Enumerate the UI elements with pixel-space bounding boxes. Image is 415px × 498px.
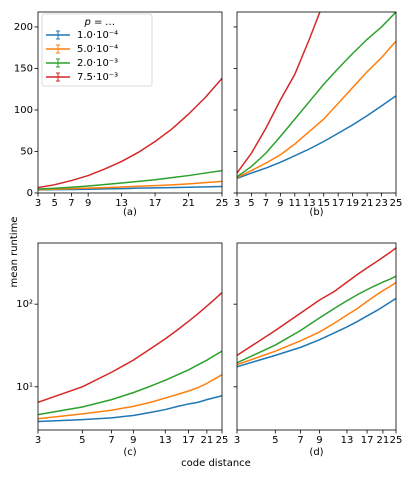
x-tick-label: 7 [297,435,303,446]
x-tick-label: 11 [288,198,301,209]
series-line [237,281,396,366]
series-line [237,12,396,178]
y-tick-label: 10² [16,299,33,310]
x-tick-label: 23 [375,198,388,209]
axes-frame [236,11,397,194]
panel-label: (b) [309,207,323,218]
x-tick-label: 13 [159,435,172,446]
axes-frame [37,242,223,431]
x-tick-label: 9 [85,198,91,209]
x-tick-label: 17 [149,198,162,209]
x-tick-label: 3 [234,198,240,209]
x-tick-label: 13 [341,435,354,446]
x-tick-label: 25 [390,435,403,446]
legend-box [41,13,153,87]
y-tick-label: 50 [20,146,33,157]
y-tick-label: 150 [14,63,33,74]
x-tick-label: 9 [277,198,283,209]
x-tick-label: 3 [234,435,240,446]
x-tick-label: 19 [346,198,359,209]
x-tick-label: 5 [79,435,85,446]
y-tick-label: 200 [14,22,33,33]
x-tick-label: 25 [216,198,229,209]
series-line [237,297,396,368]
x-tick-label: 5 [248,198,254,209]
x-tick-label: 25 [216,435,229,446]
legend-label: 7.5·10⁻³ [77,72,118,83]
plot-lines [38,77,222,191]
x-tick-label: 3 [35,435,41,446]
series-line [38,374,222,420]
panel-label: (d) [309,447,323,458]
series-line [237,275,396,364]
series-line [237,40,396,179]
series-line [38,180,222,191]
series-line [38,350,222,416]
plot-lines [38,292,222,423]
x-tick-label: 7 [108,435,114,446]
y-tick-label: 100 [14,105,33,116]
series-line [237,95,396,180]
series-line [38,292,222,403]
axes-frame [236,242,397,431]
x-tick-label: 25 [390,198,403,209]
x-tick-label: 21 [377,435,390,446]
x-tick-label: 17 [361,435,374,446]
x-tick-label: 3 [35,198,41,209]
x-tick-label: 9 [316,435,322,446]
series-line [38,394,222,423]
legend-label: 1.0·10⁻⁴ [77,30,118,41]
series-line [38,185,222,191]
x-tick-label: 17 [182,435,195,446]
y-axis-label: mean runtime [9,217,20,288]
x-tick-label: 21 [182,198,195,209]
y-tick-label: 10¹ [16,382,33,393]
x-tick-label: 5 [52,198,58,209]
series-line [237,247,396,357]
legend-label: 5.0·10⁻⁴ [77,44,118,55]
x-tick-label: 21 [361,198,374,209]
series-line [237,12,321,174]
axes-frame [37,11,223,194]
legend-title: p = … [83,17,115,28]
x-tick-label: 15 [317,198,330,209]
series-line [38,77,222,189]
plot-lines [237,247,396,368]
x-tick-label: 17 [332,198,345,209]
x-tick-label: 13 [115,198,128,209]
x-tick-label: 7 [263,198,269,209]
x-tick-label: 7 [68,198,74,209]
x-tick-label: 5 [272,435,278,446]
x-axis-label: code distance [181,458,251,469]
panel-label: (a) [123,207,137,218]
plot-lines [237,12,396,180]
series-line [38,169,222,190]
panel-label: (c) [123,447,136,458]
legend-label: 2.0·10⁻³ [77,58,118,69]
x-tick-label: 13 [303,198,316,209]
x-tick-label: 9 [130,435,136,446]
y-tick-label: 0 [27,188,33,199]
x-tick-label: 21 [201,435,214,446]
